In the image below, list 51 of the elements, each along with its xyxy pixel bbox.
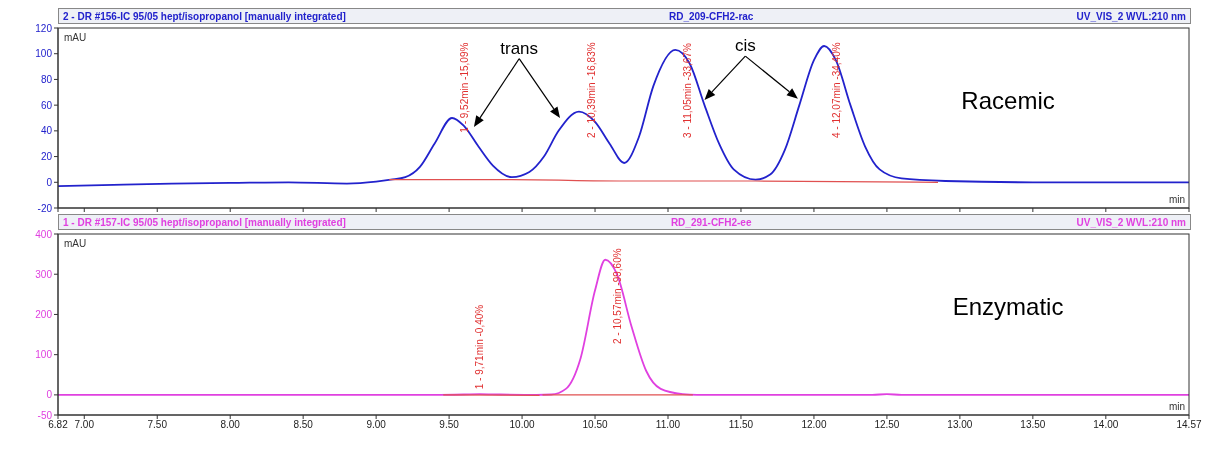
x-tick-label: 10.00 bbox=[509, 419, 536, 431]
x-tick-label: 6.82 bbox=[48, 419, 69, 431]
y-axis-title: mAU bbox=[64, 238, 87, 249]
x-tick-label: 10.50 bbox=[582, 419, 608, 431]
text: UV_VIS_2 WVL:210 nm bbox=[1076, 216, 1186, 228]
annotation: 4 - 12,07min -34,40% bbox=[831, 42, 843, 138]
x-tick-label: 13.00 bbox=[947, 419, 973, 431]
y-tick-label: 0 bbox=[46, 176, 53, 188]
x-tick-label: 13.50 bbox=[1020, 419, 1046, 431]
y-axis-title: mAU bbox=[64, 32, 87, 43]
y-tick-label: 80 bbox=[40, 73, 53, 85]
x-tick-label: 8.00 bbox=[220, 419, 241, 431]
chart-subtitle: RD_291-CFH2-ee bbox=[670, 216, 752, 228]
x-tick-label: 12.50 bbox=[874, 419, 900, 431]
annotation: 3 - 11,05min -33,67% bbox=[682, 43, 694, 138]
x-tick-label: 11.00 bbox=[655, 419, 681, 431]
x-tick-label: 7.00 bbox=[74, 419, 95, 431]
y-tick-label: 100 bbox=[35, 349, 53, 361]
x-tick-label: 8.50 bbox=[293, 419, 314, 431]
y-tick-label: -50 bbox=[37, 409, 53, 421]
x-tick-label: 12.00 bbox=[801, 419, 827, 431]
chart-title: 2 - DR #156-IC 95/05 hept/isopropanol [manually integrated] bbox=[63, 10, 346, 22]
x-axis-title: min bbox=[1168, 401, 1185, 412]
y-tick-label: 200 bbox=[35, 308, 53, 320]
y-tick-label: 20 bbox=[40, 151, 53, 163]
x-tick-label: 14.00 bbox=[1093, 419, 1119, 431]
x-axis-title: min bbox=[1168, 194, 1185, 205]
x-tick-label: 11.50 bbox=[728, 419, 754, 431]
chart-title: 1 - DR #157-IC 95/05 hept/isopropanol [manually integrated] bbox=[63, 216, 346, 228]
y-tick-label: 100 bbox=[35, 48, 53, 60]
annotation: 2 - 10,57min -99,60% bbox=[612, 248, 624, 344]
annotation: 1 - 9,71min -0,40% bbox=[474, 304, 486, 390]
x-tick-label: 14.57 bbox=[1176, 419, 1202, 431]
annotation: trans bbox=[500, 38, 539, 58]
y-tick-label: 60 bbox=[40, 99, 53, 111]
y-tick-label: 0 bbox=[46, 389, 53, 401]
annotation: 2 - 10,39min -16,83% bbox=[585, 42, 597, 138]
x-tick-label: 9.50 bbox=[439, 419, 460, 431]
annotation: cis bbox=[734, 36, 756, 56]
text: UV_VIS_2 WVL:210 nm bbox=[1076, 10, 1186, 22]
y-tick-label: 40 bbox=[40, 125, 53, 137]
annotation: 1 - 9,52min -15,09% bbox=[459, 42, 471, 133]
annotation: Racemic bbox=[961, 87, 1055, 114]
y-tick-label: 120 bbox=[35, 22, 53, 34]
x-tick-label: 7.50 bbox=[147, 419, 168, 431]
y-tick-label: -20 bbox=[37, 202, 53, 214]
x-tick-label: 9.00 bbox=[366, 419, 387, 431]
y-tick-label: 400 bbox=[35, 228, 53, 240]
chart-subtitle: RD_209-CFH2-rac bbox=[668, 10, 754, 22]
annotation: Enzymatic bbox=[952, 293, 1064, 321]
y-tick-label: 300 bbox=[35, 268, 53, 280]
